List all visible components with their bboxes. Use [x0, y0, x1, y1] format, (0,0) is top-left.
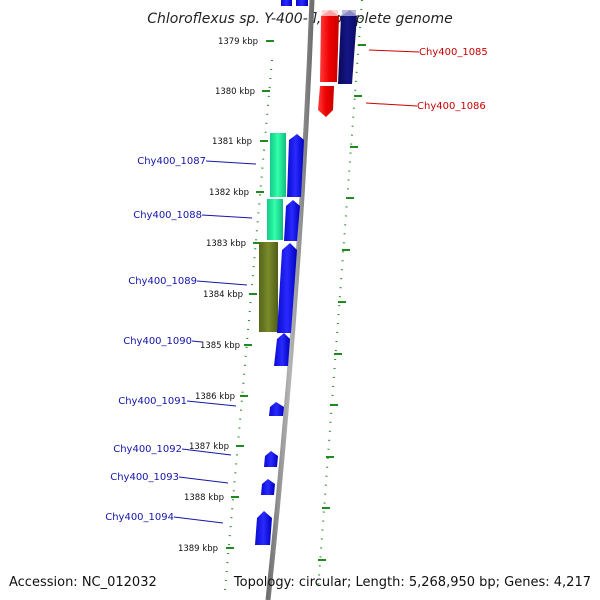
ruler: 1379 kbp 1380 kbp 1381 kbp 1382 kbp 1383… — [178, 37, 366, 561]
tick-label: 1387 kbp — [189, 442, 229, 452]
topology-text: Topology: circular; Length: 5,268,950 bp… — [233, 575, 591, 590]
gene-shade — [322, 10, 338, 16]
gene-chy400-1085[interactable] — [320, 10, 339, 82]
leader-line — [178, 476, 229, 484]
tick-label: 1388 kbp — [184, 493, 224, 503]
leader-line — [191, 340, 203, 343]
leader-line — [365, 102, 418, 107]
tick-label: 1380 kbp — [215, 87, 255, 97]
right-gene-labels: Chy400_1085 Chy400_1086 — [365, 47, 488, 112]
tick-label: 1384 kbp — [203, 290, 243, 300]
cog-blocks — [259, 133, 286, 332]
cog-block-olive[interactable] — [259, 242, 278, 332]
gene-shade — [342, 10, 356, 16]
gene-label-chy400-1088[interactable]: Chy400_1088 — [133, 210, 202, 221]
gene-label-chy400-1085[interactable]: Chy400_1085 — [419, 47, 488, 58]
leader-line — [186, 400, 237, 407]
gene-chy400-1092[interactable] — [264, 451, 278, 467]
gene-chy400-1086[interactable] — [318, 86, 334, 117]
gene-chy400-1091[interactable] — [269, 402, 284, 416]
gene-label-chy400-1086[interactable]: Chy400_1086 — [417, 101, 486, 112]
forward-genes — [318, 10, 357, 117]
gene-chy400-1094[interactable] — [255, 511, 272, 545]
leader-line — [368, 49, 420, 53]
gene-chy400-1089[interactable] — [277, 243, 297, 333]
tick-label: 1386 kbp — [195, 392, 235, 402]
gene-label-chy400-1087[interactable]: Chy400_1087 — [137, 156, 206, 167]
gene-label-chy400-1089[interactable]: Chy400_1089 — [128, 276, 197, 287]
gene-label-chy400-1092[interactable]: Chy400_1092 — [113, 444, 182, 455]
accession-text: Accession: NC_012032 — [9, 575, 157, 590]
tick-label: 1382 kbp — [209, 188, 249, 198]
reverse-genes — [255, 134, 304, 545]
tick-label: 1385 kbp — [200, 341, 240, 351]
leader-line — [201, 214, 253, 219]
gene-label-chy400-1094[interactable]: Chy400_1094 — [105, 512, 174, 523]
leader-line — [196, 280, 248, 286]
gene-label-chy400-1093[interactable]: Chy400_1093 — [110, 472, 179, 483]
tick-label: 1379 kbp — [218, 37, 258, 47]
gene-chy400-1093[interactable] — [261, 479, 275, 495]
leader-line — [205, 160, 257, 165]
leader-line — [173, 516, 224, 524]
gene-label-chy400-1091[interactable]: Chy400_1091 — [118, 396, 187, 407]
gene-partial[interactable] — [296, 0, 308, 6]
gene-partial[interactable] — [281, 0, 292, 6]
gene-chy400-1087[interactable] — [287, 134, 304, 197]
cog-block-teal[interactable] — [267, 199, 283, 240]
gene-chy400-1088[interactable] — [284, 200, 300, 241]
gene-dark-forward[interactable] — [338, 10, 357, 84]
genome-backbone — [265, 0, 315, 600]
tick-label: 1381 kbp — [212, 137, 252, 147]
map-title: Chloroflexus sp. Y-400-fl, complete geno… — [147, 11, 453, 27]
gene-chy400-1090[interactable] — [274, 333, 290, 366]
tick-label: 1383 kbp — [206, 239, 246, 249]
gene-label-chy400-1090[interactable]: Chy400_1090 — [123, 336, 192, 347]
tick-label: 1389 kbp — [178, 544, 218, 554]
cog-block-teal[interactable] — [270, 133, 286, 197]
leader-line — [181, 448, 232, 456]
left-gene-labels: Chy400_1087 Chy400_1088 Chy400_1089 Chy4… — [105, 156, 257, 524]
top-partial-genes — [281, 0, 308, 6]
